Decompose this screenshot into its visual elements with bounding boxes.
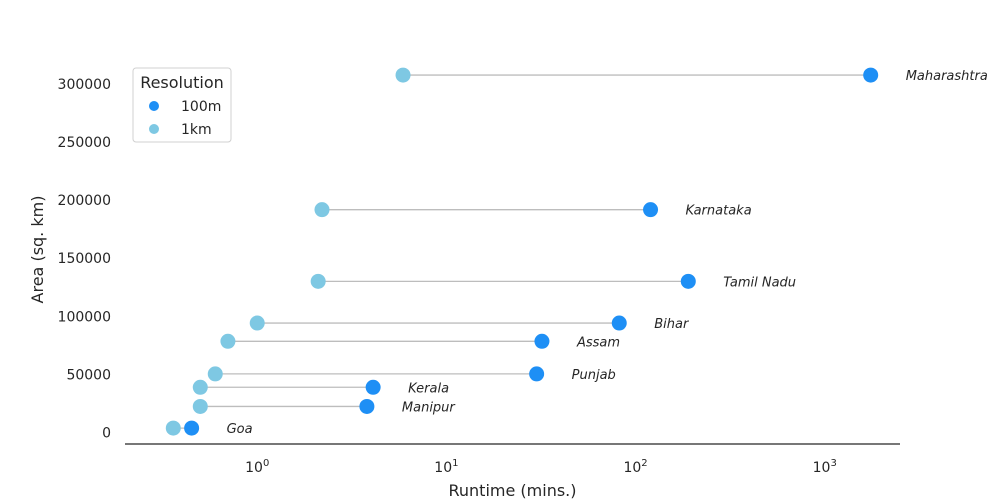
point-1km — [165, 420, 181, 436]
x-tick-label: 102 — [623, 458, 647, 476]
point-100m — [611, 315, 627, 331]
state-label: Manipur — [402, 400, 457, 415]
legend-title: Resolution — [140, 73, 224, 92]
point-1km — [395, 67, 411, 83]
legend-frame — [132, 67, 232, 143]
x-axis-title: Runtime (mins.) — [449, 481, 577, 500]
y-tick-label: 150000 — [58, 251, 111, 267]
point-100m — [863, 67, 879, 83]
state-label: Assam — [576, 335, 620, 350]
point-100m — [680, 273, 696, 289]
y-tick-label: 200000 — [58, 193, 111, 209]
point-1km — [192, 398, 208, 414]
y-axis-title: Area (sq. km) — [28, 196, 47, 304]
point-100m — [534, 333, 550, 349]
state-label: Tamil Nadu — [723, 275, 796, 290]
point-1km — [314, 202, 330, 218]
point-100m — [359, 398, 375, 414]
legend-label-1km: 1km — [181, 122, 212, 138]
legend-marker-100m — [149, 101, 159, 111]
state-label: Goa — [227, 422, 253, 437]
legend-marker-1km — [149, 124, 159, 134]
point-100m — [365, 379, 381, 395]
y-axis-ticks: 0 50000 100000 150000 200000 250000 300000 — [58, 77, 111, 441]
connectors-layer — [173, 74, 871, 429]
y-tick-label: 100000 — [58, 309, 111, 325]
x-tick-label: 100 — [245, 458, 269, 476]
y-tick-label: 300000 — [58, 77, 111, 93]
x-axis-ticks: 100 101 102 103 — [245, 458, 837, 476]
state-labels-layer: Maharashtra Karnataka Tamil Nadu Bihar Assam… — [227, 69, 988, 437]
state-label: Punjab — [572, 368, 616, 383]
point-1km — [220, 333, 236, 349]
state-label: Karnataka — [686, 204, 752, 219]
state-label: Kerala — [408, 381, 449, 396]
x-tick-label: 101 — [434, 458, 458, 476]
state-label: Bihar — [654, 317, 690, 332]
point-1km — [192, 379, 208, 395]
y-tick-label: 50000 — [66, 367, 111, 383]
y-tick-label: 250000 — [58, 135, 111, 151]
series-1km-layer — [165, 67, 411, 436]
x-tick-label: 103 — [813, 458, 837, 476]
point-100m — [529, 366, 545, 382]
state-label: Maharashtra — [906, 69, 988, 84]
point-1km — [310, 273, 326, 289]
point-1km — [207, 366, 223, 382]
legend: Resolution 100m 1km — [132, 67, 232, 143]
point-100m — [643, 202, 659, 218]
legend-label-100m: 100m — [181, 99, 221, 115]
point-1km — [249, 315, 265, 331]
y-tick-label: 0 — [102, 425, 111, 441]
point-100m — [184, 420, 200, 436]
series-100m-layer — [184, 67, 879, 436]
